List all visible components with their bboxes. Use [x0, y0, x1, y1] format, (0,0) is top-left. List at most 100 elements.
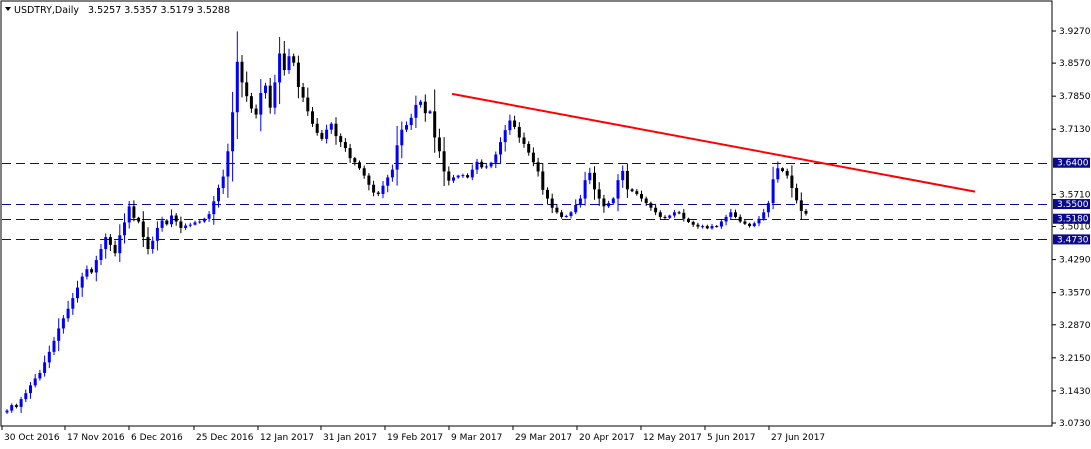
- candle-body: [677, 212, 681, 214]
- candle: [296, 55, 300, 99]
- candle-body: [343, 142, 347, 149]
- candle-body: [329, 123, 333, 130]
- candle: [33, 374, 37, 388]
- candle-body: [419, 101, 423, 105]
- candle-body: [560, 212, 564, 217]
- candle: [691, 220, 695, 227]
- candle-body: [221, 176, 225, 188]
- candle-body: [611, 198, 615, 204]
- candle: [348, 143, 352, 163]
- candle-body: [658, 212, 662, 217]
- candle: [513, 115, 517, 130]
- candle-body: [513, 120, 517, 127]
- level-badge-label: 3.5180: [1057, 215, 1089, 225]
- candle-body: [456, 175, 460, 178]
- candle: [785, 168, 789, 179]
- candle-body: [278, 53, 282, 83]
- candle: [602, 194, 606, 213]
- candle-body: [799, 200, 803, 211]
- candle-body: [358, 162, 361, 169]
- candle-body: [705, 226, 709, 229]
- candle: [301, 82, 305, 103]
- candle-body: [743, 221, 747, 224]
- candle: [527, 141, 531, 156]
- candle-body: [151, 240, 155, 250]
- candle: [376, 190, 380, 197]
- candle-body: [334, 123, 338, 137]
- candle: [804, 208, 808, 216]
- candle: [583, 171, 587, 206]
- level-badge-label: 3.4730: [1057, 235, 1089, 245]
- candle-body: [207, 214, 211, 219]
- candle: [593, 166, 596, 200]
- candle: [207, 211, 211, 222]
- candle-body: [226, 151, 230, 177]
- candle-body: [325, 129, 329, 139]
- candle: [264, 82, 267, 99]
- y-tick-label: 3.5710: [1059, 190, 1091, 200]
- candle-body: [409, 117, 413, 126]
- candle-body: [264, 85, 267, 93]
- candle: [734, 209, 737, 219]
- candle-body: [14, 405, 18, 407]
- candle-body: [127, 206, 131, 223]
- candle-body: [621, 171, 625, 181]
- candle-body: [602, 198, 606, 207]
- candle-body: [701, 226, 705, 228]
- candle: [198, 220, 202, 224]
- candle: [329, 122, 333, 134]
- candle: [151, 236, 155, 254]
- candle-body: [202, 218, 206, 222]
- candle: [405, 121, 408, 132]
- candle: [663, 215, 667, 220]
- candle-body: [273, 82, 277, 108]
- candle: [132, 200, 136, 222]
- y-tick-label: 3.9270: [1059, 27, 1091, 37]
- candle: [118, 224, 122, 262]
- candle: [343, 138, 347, 152]
- candle-body: [376, 192, 380, 194]
- candle-body: [734, 212, 737, 217]
- candle: [61, 315, 65, 334]
- candle-body: [729, 212, 733, 217]
- candle: [104, 233, 108, 259]
- candle: [372, 180, 376, 197]
- candle-body: [146, 237, 150, 250]
- candle: [325, 124, 329, 144]
- candle-body: [696, 224, 700, 227]
- candle: [672, 209, 676, 218]
- candle: [621, 165, 625, 188]
- candle-body: [245, 82, 249, 97]
- candle: [287, 48, 291, 74]
- candle: [320, 129, 324, 141]
- candle: [76, 280, 79, 303]
- candle: [433, 89, 437, 153]
- candle-body: [719, 221, 723, 227]
- candle: [386, 174, 390, 193]
- candle: [560, 210, 564, 219]
- candle: [423, 94, 427, 122]
- candle-body: [546, 189, 549, 199]
- candle: [738, 214, 742, 224]
- candle-body: [165, 220, 169, 225]
- level-badge: [1053, 157, 1090, 168]
- candle-body: [108, 237, 112, 245]
- candle-body: [461, 175, 465, 177]
- candle: [400, 121, 404, 159]
- candle-body: [715, 226, 719, 228]
- candle-body: [489, 162, 493, 167]
- candle-body: [555, 207, 559, 213]
- candle-body: [174, 215, 178, 222]
- candle: [278, 36, 282, 105]
- candle-body: [386, 177, 390, 186]
- candle: [607, 200, 611, 208]
- trendline[interactable]: [451, 92, 976, 193]
- candle-body: [480, 161, 484, 168]
- candle-body: [517, 126, 521, 138]
- plot-frame: [0, 0, 1053, 427]
- candle-body: [682, 212, 686, 219]
- candle: [155, 221, 159, 251]
- candle: [14, 403, 18, 409]
- collapse-arrow-icon[interactable]: [5, 7, 11, 11]
